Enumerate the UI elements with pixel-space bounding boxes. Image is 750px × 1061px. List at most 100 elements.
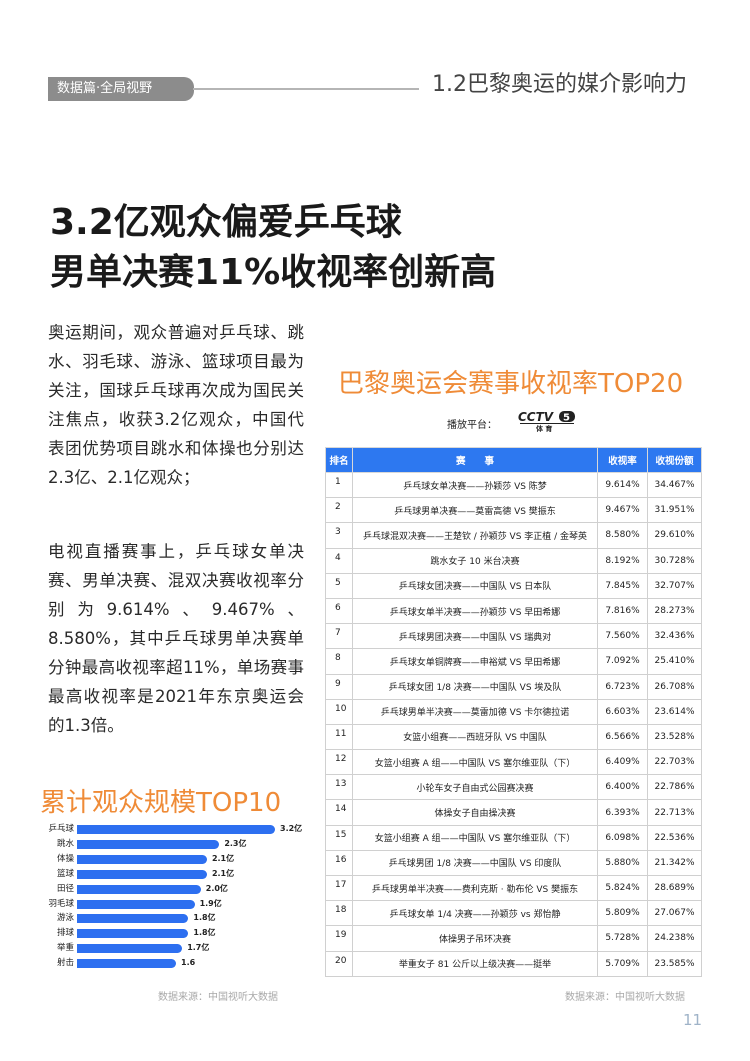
share-cell: 22.536%: [647, 824, 702, 851]
bar-value-label: 1.6: [181, 958, 196, 968]
event-cell: 乒乓球男单半决赛——费利克斯 · 勒布伦 VS 樊振东: [352, 874, 598, 902]
rank-cell: 15: [325, 824, 353, 851]
share-cell: 23.585%: [647, 950, 702, 977]
bar: [77, 944, 183, 954]
event-cell: 乒乓球男团决赛——中国队 VS 瑞典对: [352, 623, 598, 650]
bar: [77, 825, 275, 834]
table-row: 16 乒乓球男团 1/8 决赛——中国队 VS 印度队 5.880% 21.342%: [325, 849, 702, 877]
rating-cell: 6.409%: [597, 749, 648, 776]
rank-cell: 5: [325, 572, 353, 599]
bar-row: 排球 1.8亿: [40, 927, 310, 941]
table-row: 13 小轮车女子自由式公园赛决赛 6.400% 22.786%: [325, 774, 702, 801]
rank-cell: 18: [325, 900, 353, 927]
svg-text:CCTV: CCTV: [518, 410, 555, 424]
share-cell: 28.273%: [647, 597, 702, 625]
bar: [77, 884, 201, 894]
table-row: 15 女篮小组赛 A 组——中国队 VS 塞尔维亚队（下） 6.098% 22.536…: [325, 824, 702, 851]
audience-bar-chart: 乒乓球 3.2亿 跳水 2.3亿 体操 2.1亿 篮球 2.1亿 田径 2.0亿 羽毛球 1.9亿 游泳…: [40, 823, 310, 973]
bar: [77, 854, 207, 864]
table-row: 8 乒乓球女单铜牌赛——申裕斌 VS 早田希娜 7.092% 25.410%: [325, 648, 702, 675]
rating-cell: 7.845%: [597, 572, 648, 599]
share-cell: 34.467%: [647, 471, 702, 499]
rating-cell: 6.393%: [597, 799, 648, 826]
rating-cell: 6.603%: [597, 698, 648, 725]
rank-cell: 7: [325, 623, 353, 650]
event-cell: 乒乓球女单铜牌赛——申裕斌 VS 早田希娜: [352, 648, 598, 675]
paragraph-2: 电视直播赛事上，乒乓球女单决赛、男单决赛、混双决赛收视率分别为9.614%、9.…: [48, 542, 304, 735]
rating-cell: 5.709%: [597, 950, 648, 977]
bar-row: 射击 1.6: [40, 957, 310, 971]
event-cell: 女篮小组赛——西班牙队 VS 中国队: [352, 723, 598, 751]
section-title: 1.2巴黎奥运的媒介影响力: [432, 72, 687, 97]
bar-value-label: 1.9亿: [199, 898, 222, 908]
paragraph-1: 奥运期间，观众普遍对乒乓球、跳水、羽毛球、游泳、篮球项目最为关注，国球乒乓球再次…: [48, 323, 304, 487]
platform-label: 播放平台：: [447, 420, 497, 431]
table-row: 17 乒乓球男单半决赛——费利克斯 · 勒布伦 VS 樊振东 5.824% 28.68…: [325, 874, 702, 902]
page-number: 11: [683, 1011, 703, 1029]
table-row: 20 举重女子 81 公斤以上级决赛——挺举 5.709% 23.585%: [325, 950, 702, 977]
rating-cell: 5.809%: [597, 900, 648, 927]
event-cell: 体操女子自由操决赛: [352, 799, 598, 826]
rank-cell: 6: [325, 597, 353, 625]
rank-cell: 12: [325, 749, 353, 776]
share-cell: 32.707%: [647, 572, 702, 599]
bar: [77, 869, 207, 879]
header-share: 收视份额: [647, 447, 702, 473]
rank-cell: 2: [325, 497, 353, 524]
rank-cell: 14: [325, 799, 353, 826]
bar-label: 跳水: [56, 838, 74, 849]
bar-value-label: 2.0亿: [205, 883, 228, 893]
rank-cell: 10: [325, 698, 353, 725]
table-row: 19 体操男子吊环决赛 5.728% 24.238%: [325, 925, 702, 952]
event-cell: 女篮小组赛 A 组——中国队 VS 塞尔维亚队（下）: [352, 824, 598, 851]
table-row: 3 乒乓球混双决赛——王楚钦 / 孙颖莎 VS 李正植 / 金琴英 8.580% 29…: [325, 522, 702, 549]
share-cell: 29.610%: [647, 522, 702, 549]
event-cell: 小轮车女子自由式公园赛决赛: [352, 774, 598, 801]
event-cell: 乒乓球男单决赛——莫雷高德 VS 樊振东: [352, 497, 598, 524]
bar-value-label: 2.1亿: [211, 868, 235, 878]
header-rating: 收视率: [597, 447, 648, 473]
event-cell: 跳水女子 10 米台决赛: [352, 547, 598, 574]
header-divider: [193, 88, 419, 90]
chart-source: 数据来源：中国视听大数据: [158, 992, 278, 1003]
rating-cell: 6.098%: [597, 824, 648, 851]
event-cell: 乒乓球混双决赛——王楚钦 / 孙颖莎 VS 李正植 / 金琴英: [352, 522, 598, 549]
share-cell: 21.342%: [647, 849, 702, 877]
rank-cell: 17: [325, 874, 353, 902]
bar: [77, 929, 189, 939]
bar-row: 乒乓球 3.2亿: [40, 823, 310, 837]
rating-cell: 7.816%: [597, 597, 648, 625]
rating-cell: 7.092%: [597, 648, 648, 675]
rating-cell: 5.728%: [597, 925, 648, 952]
rank-cell: 4: [325, 547, 353, 574]
rating-cell: 7.560%: [597, 623, 648, 650]
bar-value-label: 2.1亿: [211, 853, 235, 863]
svg-text:体 育: 体 育: [536, 424, 552, 432]
table-row: 5 乒乓球女团决赛——中国队 VS 日本队 7.845% 32.707%: [325, 572, 702, 599]
headline-line-1: 3.2亿观众偏爱乒乓球: [50, 202, 402, 243]
rating-cell: 9.467%: [597, 497, 648, 524]
share-cell: 31.951%: [647, 497, 702, 524]
bar-label: 游泳: [56, 913, 74, 924]
bar: [77, 914, 189, 924]
event-cell: 乒乓球男团 1/8 决赛——中国队 VS 印度队: [352, 849, 598, 877]
event-cell: 乒乓球女单半决赛——孙颖莎 VS 早田希娜: [352, 597, 598, 625]
event-cell: 乒乓球女团决赛——中国队 VS 日本队: [352, 572, 598, 599]
bar-value-label: 1.8亿: [193, 913, 216, 923]
rating-cell: 9.614%: [597, 471, 648, 499]
bar-value-label: 1.8亿: [193, 928, 216, 938]
bar-label: 举重: [56, 943, 74, 954]
table-title: 巴黎奥运会赛事收视率TOP20: [338, 369, 684, 399]
share-cell: 22.786%: [647, 774, 702, 801]
share-cell: 23.528%: [647, 723, 702, 751]
bar-label: 排球: [56, 928, 74, 939]
chart-title: 累计观众规模TOP10: [40, 788, 282, 818]
rating-cell: 8.192%: [597, 547, 648, 574]
rank-cell: 16: [325, 849, 353, 877]
share-cell: 24.238%: [647, 925, 702, 952]
bar-label: 羽毛球: [48, 898, 74, 909]
rank-cell: 11: [325, 723, 353, 751]
event-cell: 乒乓球女团 1/8 决赛——中国队 VS 埃及队: [352, 673, 598, 700]
table-row: 1 乒乓球女单决赛——孙颖莎 VS 陈梦 9.614% 34.467%: [325, 471, 702, 499]
bar-row: 举重 1.7亿: [40, 942, 310, 956]
